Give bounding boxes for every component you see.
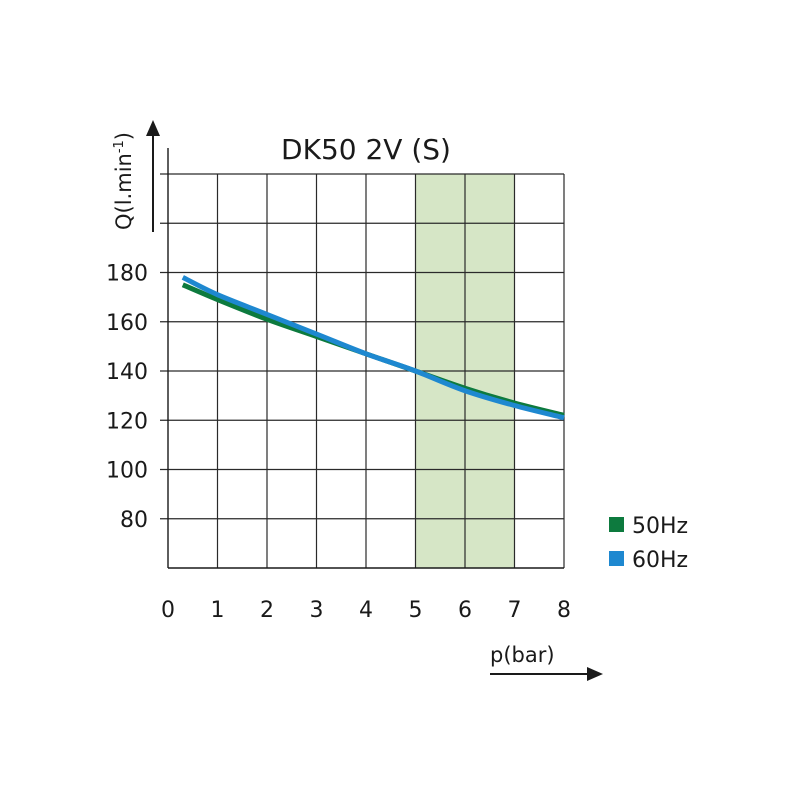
y-axis-arrowhead bbox=[146, 120, 160, 136]
x-tick-label: 8 bbox=[557, 598, 571, 623]
y-tick-label: 100 bbox=[106, 459, 148, 484]
y-tick-label: 180 bbox=[106, 262, 148, 287]
x-tick-label: 3 bbox=[310, 598, 324, 623]
y-tick-label: 120 bbox=[106, 409, 148, 434]
axes bbox=[146, 120, 603, 681]
y-axis-label-main: Q(l.min bbox=[112, 153, 136, 230]
x-tick-label: 2 bbox=[260, 598, 274, 623]
x-tick-label: 5 bbox=[409, 598, 423, 623]
y-tick-label: 160 bbox=[106, 311, 148, 336]
y-axis-label-close: ) bbox=[112, 132, 136, 140]
series-line-60hz bbox=[181, 275, 565, 421]
x-tick-label: 6 bbox=[458, 598, 472, 623]
y-axis-label-superscript: -1 bbox=[112, 140, 127, 153]
tick-labels: 0 1 2 3 4 5 6 7 8 80 100 120 140 160 180 bbox=[106, 262, 571, 624]
grid bbox=[160, 173, 565, 568]
legend-label-50hz: 50Hz bbox=[632, 514, 688, 539]
x-axis-arrowhead bbox=[587, 667, 603, 681]
x-tick-label: 7 bbox=[508, 598, 522, 623]
x-tick-label: 0 bbox=[161, 598, 175, 623]
legend-label-60hz: 60Hz bbox=[632, 548, 688, 573]
y-axis-label: Q(l.min-1) bbox=[112, 132, 136, 230]
x-tick-label: 1 bbox=[211, 598, 225, 623]
legend-swatch-50hz bbox=[609, 517, 624, 532]
legend-swatch-60hz bbox=[609, 551, 624, 566]
x-axis-label: p(bar) bbox=[490, 643, 555, 667]
y-tick-label: 140 bbox=[106, 360, 148, 385]
legend: 50Hz 60Hz bbox=[609, 514, 688, 573]
x-tick-label: 4 bbox=[359, 598, 373, 623]
series-layer bbox=[181, 275, 565, 421]
chart-title: DK50 2V (S) bbox=[281, 133, 451, 166]
y-tick-label: 80 bbox=[120, 508, 148, 533]
